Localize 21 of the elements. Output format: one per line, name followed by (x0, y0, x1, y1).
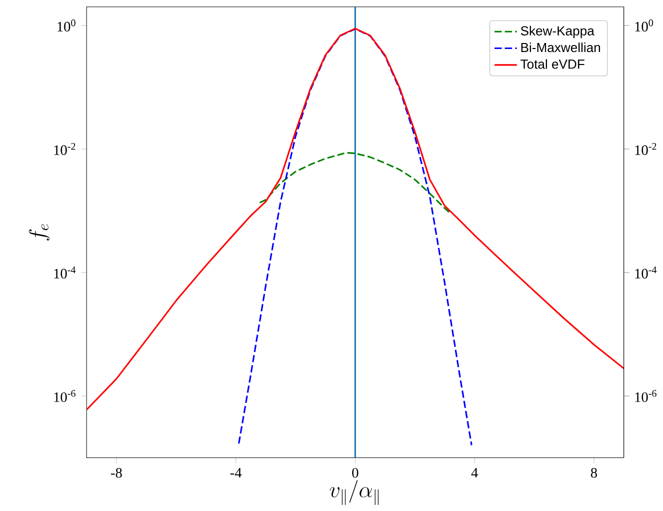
text: 10$^{-4}$ (635, 266, 657, 279)
text: 10$^{-2}$ (635, 143, 656, 156)
x-tick-label: 0 (352, 468, 358, 478)
x-tick-label: 8 (590, 468, 597, 478)
legend-label: Bi-Maxwellian (521, 42, 600, 52)
x-tick-label: 4 (471, 468, 478, 478)
y-axis-title: $f_e$ (28, 224, 50, 241)
x-tick-label: -8 (110, 468, 122, 478)
x-axis-title: $v_\parallel/\alpha_\parallel$ (330, 480, 379, 506)
line-series (238, 28, 472, 446)
y-tick-label: 10$^{-6}$ (54, 390, 76, 402)
y-tick-label: 10$^{0}$ (58, 20, 76, 32)
text: 10$^{-6}$ (635, 390, 656, 402)
text: 10$^{0}$ (635, 20, 654, 32)
line-series (258, 152, 452, 214)
line-series (86, 28, 624, 411)
legend-label: Skew-Kappa (520, 26, 594, 38)
y-tick-label: 10$^{-2}$ (54, 143, 76, 156)
legend-label: Total eVDF (520, 59, 584, 69)
y-tick-label: 10$^{-4}$ (54, 266, 76, 279)
x-tick-label: -4 (230, 468, 242, 478)
